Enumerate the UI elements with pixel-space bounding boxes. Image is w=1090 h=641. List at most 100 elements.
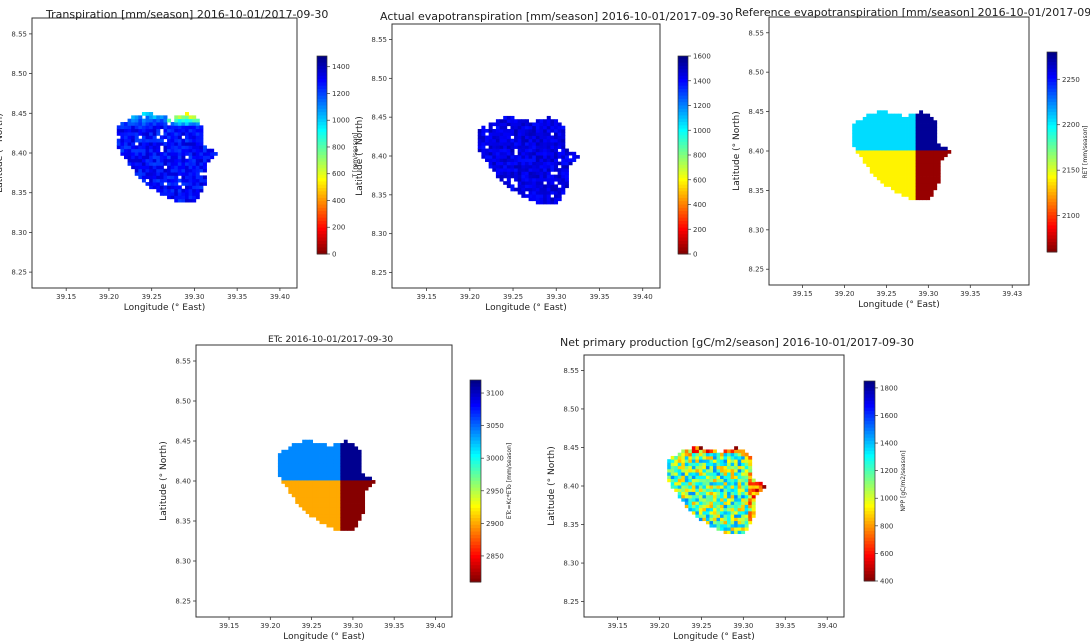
colorbar-segment xyxy=(470,487,481,492)
colorbar-segment xyxy=(317,108,327,113)
heatmap-cell xyxy=(744,517,749,522)
heatmap-cell xyxy=(185,178,190,183)
heatmap-cell xyxy=(156,162,161,166)
heatmap-cell xyxy=(546,122,551,127)
colorbar-segment xyxy=(864,467,875,472)
heatmap-cell xyxy=(514,171,519,176)
heatmap-cell xyxy=(192,125,197,130)
heatmap-cell xyxy=(281,453,286,457)
heatmap-cell xyxy=(181,168,186,173)
heatmap-cell xyxy=(755,481,760,486)
heatmap-cell xyxy=(712,523,717,528)
heatmap-cell xyxy=(177,142,182,146)
heatmap-cell xyxy=(919,126,924,131)
heatmap-cell xyxy=(919,153,924,158)
heatmap-cell xyxy=(705,481,710,486)
colorbar-segment xyxy=(678,217,688,222)
heatmap-cell xyxy=(528,155,533,159)
heatmap-cell xyxy=(933,146,938,151)
heatmap-cell xyxy=(138,165,143,170)
heatmap-cell xyxy=(181,172,186,176)
heatmap-cell xyxy=(748,520,753,525)
heatmap-cell xyxy=(926,136,931,141)
heatmap-cell xyxy=(901,123,906,128)
colorbar-segment xyxy=(317,168,327,172)
heatmap-cell xyxy=(883,183,888,187)
heatmap-cell xyxy=(195,148,200,153)
heatmap-cell xyxy=(720,468,724,473)
heatmap-cell xyxy=(705,465,710,470)
heatmap-cell xyxy=(485,138,490,143)
colorbar-segment xyxy=(1047,145,1057,150)
heatmap-cell xyxy=(905,159,909,164)
heatmap-cell xyxy=(295,496,300,501)
heatmap-cell xyxy=(357,493,362,498)
colorbar-segment xyxy=(1047,235,1057,240)
heatmap-cell xyxy=(340,463,345,467)
heatmap-cell xyxy=(192,185,197,190)
heatmap-cell xyxy=(127,135,132,140)
heatmap-cell xyxy=(880,120,885,124)
heatmap-cell xyxy=(354,496,359,501)
heatmap-cell xyxy=(506,174,511,179)
heatmap-cell xyxy=(131,162,136,166)
heatmap-cell xyxy=(288,473,293,478)
heatmap-cell xyxy=(883,126,888,131)
heatmap-cell xyxy=(730,481,735,486)
colorbar-segment xyxy=(1047,238,1057,243)
heatmap-cell xyxy=(535,194,540,198)
heatmap-cell xyxy=(350,523,355,528)
heatmap-cells xyxy=(477,115,580,205)
heatmap-cell xyxy=(723,523,728,528)
heatmap-cell xyxy=(564,155,569,159)
heatmap-cell xyxy=(737,507,742,512)
heatmap-cell xyxy=(506,155,511,159)
heatmap-cell xyxy=(316,449,320,454)
colorbar-segment xyxy=(1047,215,1057,220)
heatmap-cell xyxy=(915,130,920,134)
heatmap-cell xyxy=(712,485,717,489)
heatmap-cell xyxy=(734,507,739,512)
heatmap-cell xyxy=(295,480,300,484)
heatmap-cell xyxy=(305,480,310,484)
heatmap-cell xyxy=(503,151,508,156)
heatmap-cell xyxy=(195,185,200,190)
heatmap-cell xyxy=(499,171,504,176)
heatmap-cell xyxy=(305,453,310,457)
heatmap-cell xyxy=(568,161,573,166)
heatmap-cell xyxy=(288,476,293,481)
heatmap-cell xyxy=(312,486,317,491)
heatmap-cell xyxy=(905,126,909,131)
heatmap-cell xyxy=(539,197,544,202)
heatmap-cell xyxy=(326,449,331,454)
colorbar-segment xyxy=(678,79,688,83)
heatmap-cell xyxy=(357,449,362,454)
heatmap-cell xyxy=(901,116,906,121)
heatmap-cell xyxy=(319,473,324,478)
heatmap-cell xyxy=(748,481,753,486)
heatmap-cell xyxy=(181,192,186,196)
heatmap-cell xyxy=(897,186,902,191)
heatmap-cell xyxy=(880,169,885,174)
heatmap-cell xyxy=(705,488,710,492)
heatmap-cell xyxy=(862,159,867,164)
heatmap-cell xyxy=(734,504,739,509)
heatmap-cell xyxy=(138,168,143,173)
heatmap-cell xyxy=(159,168,164,173)
colorbar-segment xyxy=(470,491,481,495)
colorbar-segment xyxy=(864,394,875,399)
heatmap-cell xyxy=(138,162,143,166)
heatmap-cell xyxy=(901,189,906,194)
heatmap-cell xyxy=(691,462,696,467)
heatmap-cell xyxy=(744,507,749,512)
heatmap-cell xyxy=(734,520,739,525)
heatmap-cell xyxy=(912,186,916,191)
heatmap-cell xyxy=(333,503,338,508)
heatmap-cell xyxy=(141,112,146,116)
heatmap-cell xyxy=(357,513,362,518)
heatmap-cell xyxy=(684,485,689,489)
heatmap-cell xyxy=(691,468,696,473)
heatmap-cell xyxy=(532,161,537,166)
colorbar-segment xyxy=(1047,185,1057,190)
heatmap-cell xyxy=(532,177,537,182)
